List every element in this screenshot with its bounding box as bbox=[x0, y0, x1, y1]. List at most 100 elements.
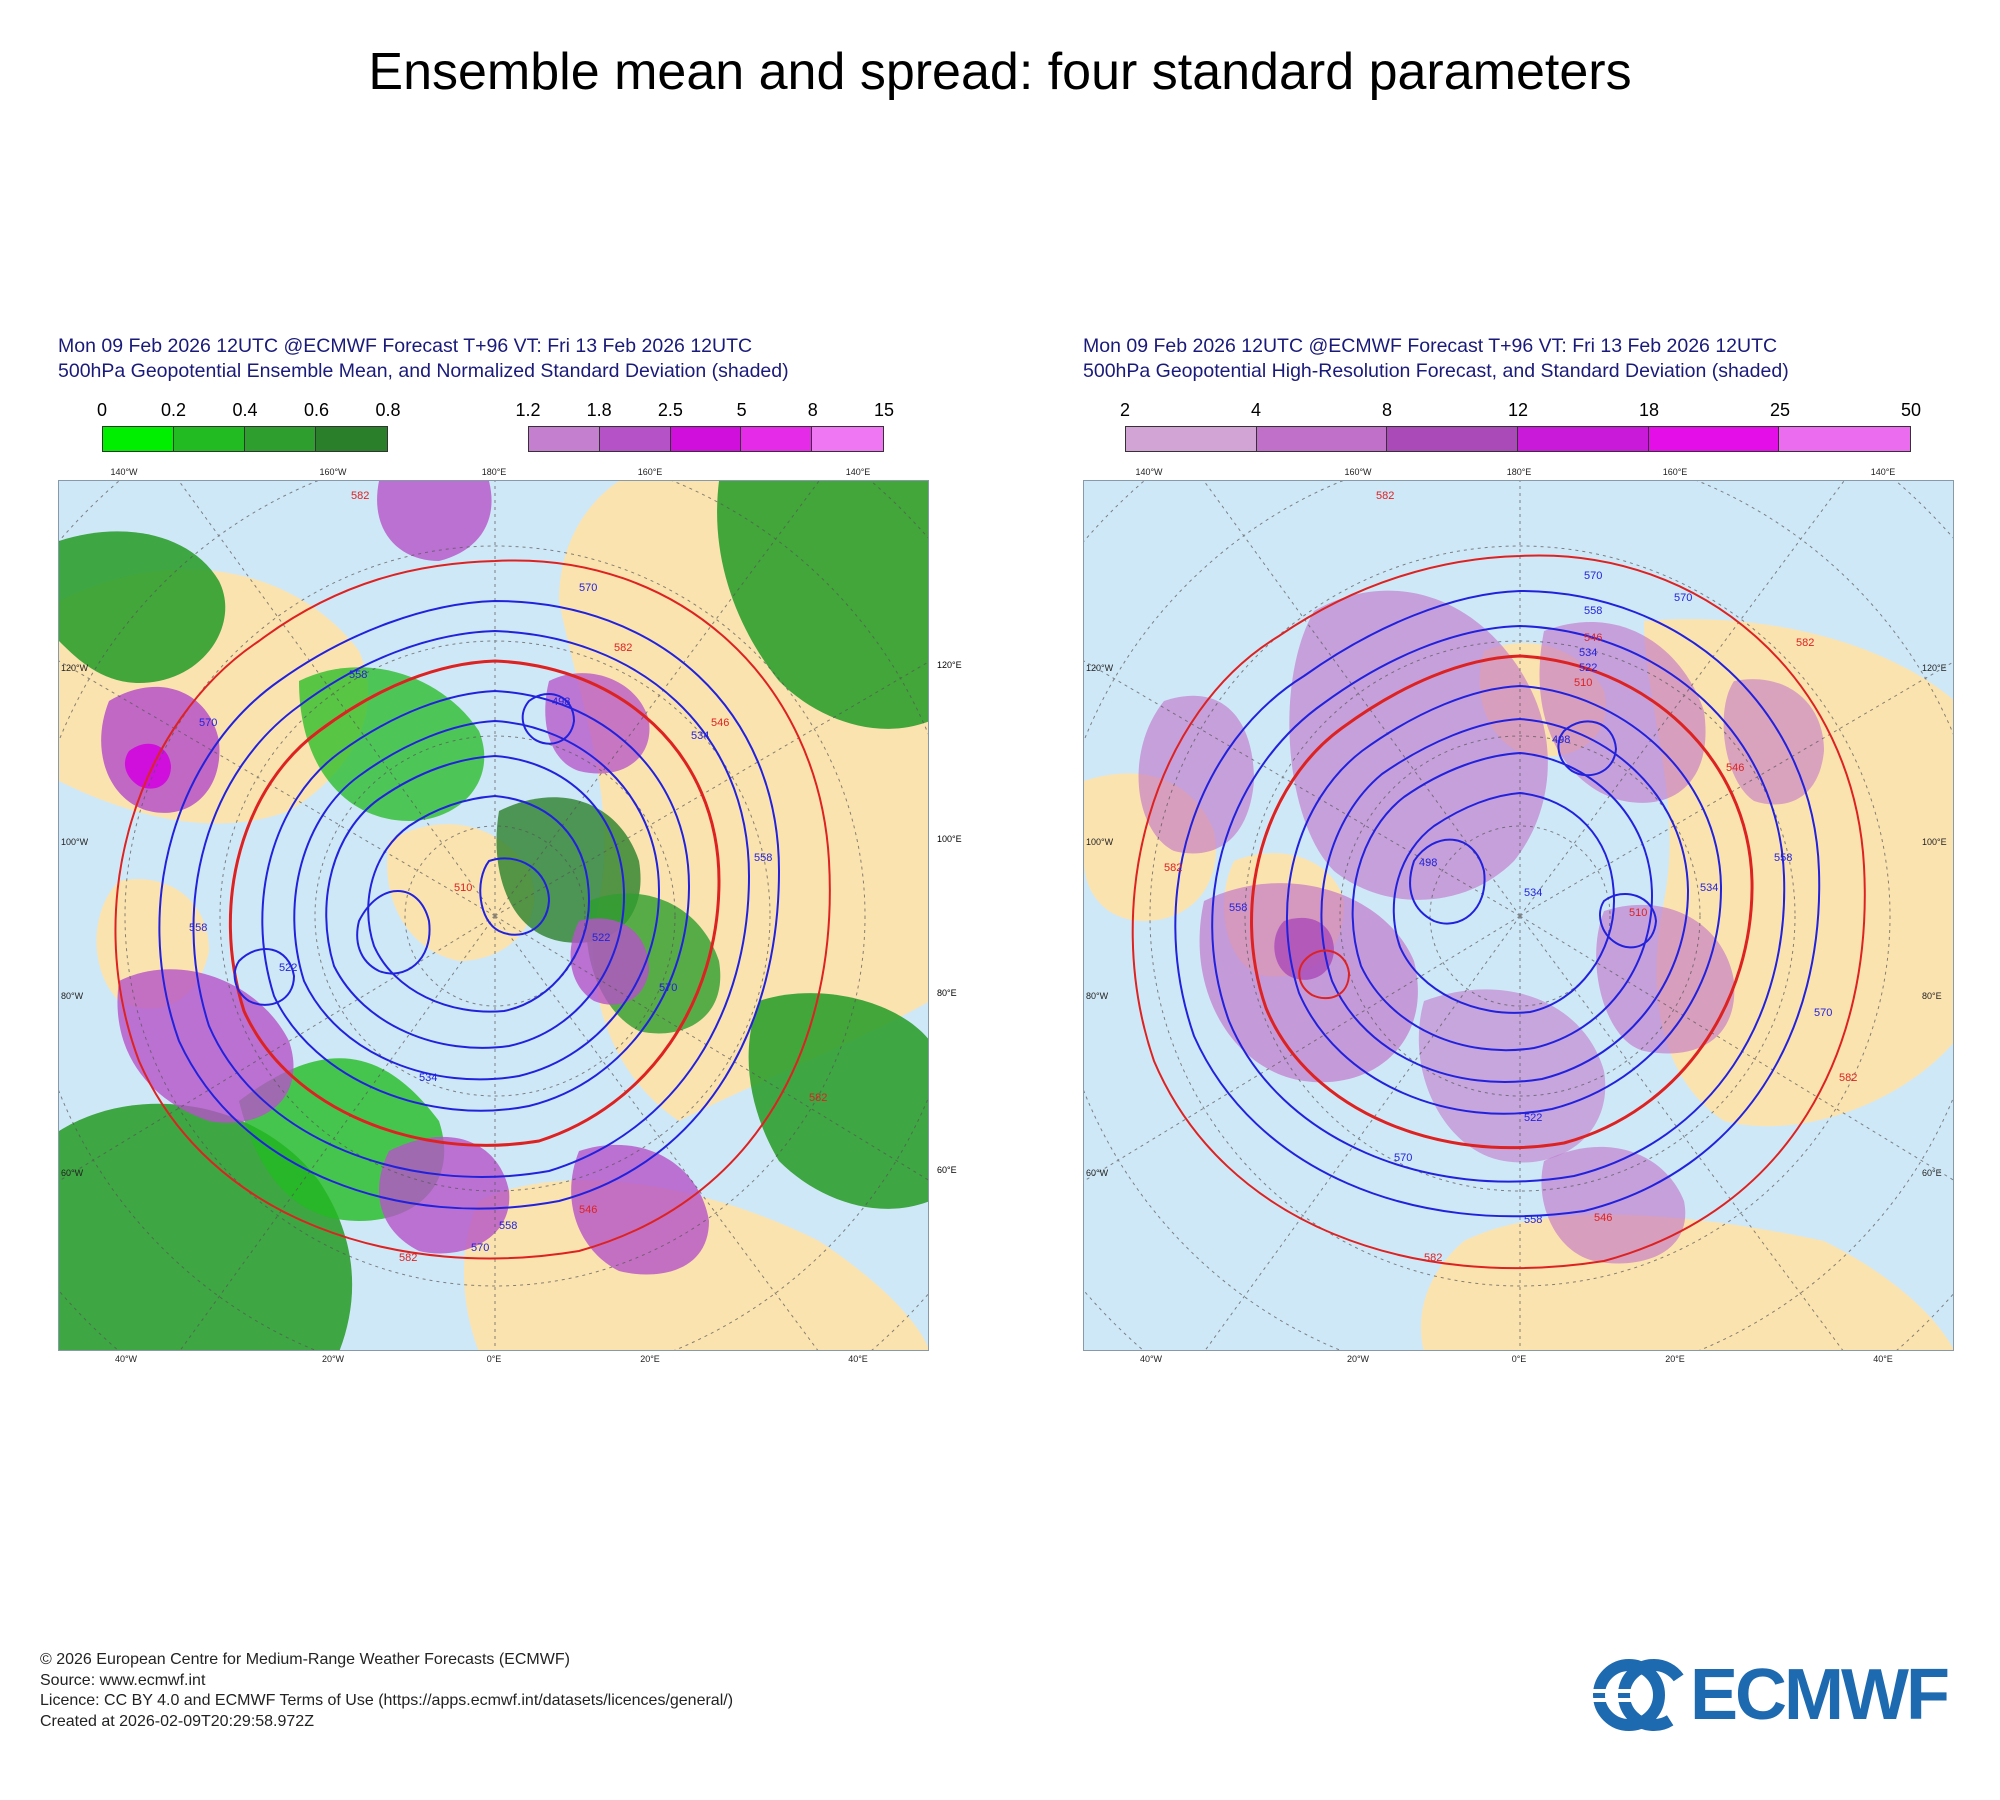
longitude-label: 160°W bbox=[1344, 467, 1372, 477]
longitude-label: 80°W bbox=[61, 991, 84, 1001]
panel-title-line2: 500hPa Geopotential High-Resolution Fore… bbox=[1083, 360, 1789, 382]
longitude-label: 20°W bbox=[1346, 1354, 1370, 1364]
colorbar-box bbox=[812, 427, 883, 451]
colorbar-box bbox=[1256, 427, 1388, 451]
source-text: Source: www.ecmwf.int bbox=[40, 1671, 206, 1689]
created-text: Created at 2026-02-09T20:29:58.972Z bbox=[40, 1712, 314, 1730]
contour-label: 522 bbox=[1524, 1112, 1542, 1124]
longitude-label: 80°E bbox=[937, 988, 957, 998]
contour-label: 570 bbox=[1584, 570, 1602, 582]
contour-label: 558 bbox=[349, 669, 367, 681]
contour-label: 522 bbox=[592, 932, 610, 944]
map-canvas: 582 582 582 582 570 570 570 570 558 558 … bbox=[59, 481, 928, 1350]
contour-label: 546 bbox=[1584, 632, 1602, 644]
contour-label: 582 bbox=[1839, 1072, 1857, 1084]
map-canvas: 582 582 582 582 582 570 570 570 570 558 … bbox=[1084, 481, 1953, 1350]
colorbar-tick: 0.6 bbox=[303, 400, 330, 420]
colorbar-tick: 1.8 bbox=[586, 400, 612, 420]
contour-label: 582 bbox=[1164, 862, 1182, 874]
longitude-label: 60°W bbox=[61, 1168, 84, 1178]
colorbar-tick: 15 bbox=[873, 400, 895, 420]
contour-label: 546 bbox=[579, 1204, 597, 1216]
longitude-label: 40°W bbox=[1139, 1354, 1163, 1364]
colorbar-box bbox=[316, 427, 387, 451]
longitude-label: 100°W bbox=[61, 837, 89, 847]
contour-label: 582 bbox=[399, 1252, 417, 1264]
contour-label: 558 bbox=[754, 852, 772, 864]
longitude-label: 180°E bbox=[1506, 467, 1532, 477]
contour-label: 534 bbox=[1524, 887, 1542, 899]
contour-label: 546 bbox=[711, 717, 729, 729]
panel-title-line1: Mon 09 Feb 2026 12UTC @ECMWF Forecast T+… bbox=[58, 335, 753, 357]
contour-label: 558 bbox=[189, 922, 207, 934]
contour-label: 582 bbox=[351, 490, 369, 502]
longitude-label: 40°E bbox=[1873, 1354, 1893, 1364]
contour-label: 546 bbox=[1594, 1212, 1612, 1224]
panel-title-line1: Mon 09 Feb 2026 12UTC @ECMWF Forecast T+… bbox=[1083, 335, 1778, 357]
longitude-label: 120°W bbox=[1086, 663, 1114, 673]
longitude-label: 160°W bbox=[319, 467, 347, 477]
page-title: Ensemble mean and spread: four standard … bbox=[368, 43, 1632, 101]
longitude-label: 80°W bbox=[1086, 991, 1109, 1001]
colorbar-tick: 5 bbox=[736, 400, 747, 420]
colorbar-box bbox=[1387, 427, 1518, 451]
colorbar-tick: 8 bbox=[807, 400, 818, 420]
contour-label: 522 bbox=[1579, 662, 1597, 674]
colorbar-box bbox=[103, 427, 174, 451]
panel-title-line2: 500hPa Geopotential Ensemble Mean, and N… bbox=[58, 360, 789, 382]
longitude-label: 20°E bbox=[1665, 1354, 1685, 1364]
licence-text: Licence: CC BY 4.0 and ECMWF Terms of Us… bbox=[40, 1692, 734, 1709]
contour-label: 570 bbox=[1394, 1152, 1412, 1164]
colorbar-tick: 4 bbox=[1250, 400, 1262, 420]
contour-label: 510 bbox=[454, 882, 472, 894]
colorbar-tick: 50 bbox=[1900, 400, 1922, 420]
longitude-label: 120°E bbox=[937, 660, 962, 670]
ensemble-mean-map: 582 582 582 582 570 570 570 570 558 558 … bbox=[58, 480, 929, 1351]
longitude-label: 40°E bbox=[848, 1354, 868, 1364]
colorbar-box bbox=[245, 427, 316, 451]
longitude-label: 140°W bbox=[1135, 467, 1163, 477]
high-resolution-map: 582 582 582 582 582 570 570 570 570 558 … bbox=[1083, 480, 1954, 1351]
colorbar-tick: 25 bbox=[1769, 400, 1790, 420]
colorbar-tick: 0.8 bbox=[375, 400, 401, 420]
contour-label: 558 bbox=[499, 1220, 517, 1232]
contour-label: 534 bbox=[1579, 647, 1597, 659]
contour-label: 570 bbox=[471, 1242, 489, 1254]
longitude-label: 60°E bbox=[1922, 1168, 1942, 1178]
contour-label: 582 bbox=[614, 642, 632, 654]
colorbar-tick: 2.5 bbox=[657, 400, 683, 420]
colorbar-tick: 18 bbox=[1638, 400, 1660, 420]
contour-label: 582 bbox=[809, 1092, 827, 1104]
contour-label: 498 bbox=[1419, 857, 1437, 869]
colorbar-tick: 2 bbox=[1119, 400, 1131, 420]
colorbar-tick: 0.4 bbox=[232, 400, 258, 420]
longitude-label: 160°E bbox=[1662, 467, 1688, 477]
contour-label: 570 bbox=[1814, 1007, 1832, 1019]
colorbar-box bbox=[529, 427, 600, 451]
longitude-label: 100°E bbox=[937, 834, 962, 844]
contour-label: 570 bbox=[199, 717, 217, 729]
contour-label: 582 bbox=[1424, 1252, 1442, 1264]
colorbar-box bbox=[599, 427, 671, 451]
longitude-label: 80°E bbox=[1922, 991, 1942, 1001]
longitude-label: 20°W bbox=[321, 1354, 345, 1364]
colorbar-box bbox=[670, 427, 742, 451]
high-resolution-panel: Mon 09 Feb 2026 12UTC @ECMWF Forecast T+… bbox=[1083, 330, 1963, 1370]
contour-label: 570 bbox=[659, 982, 677, 994]
contour-label: 534 bbox=[419, 1072, 437, 1084]
contour-label: 582 bbox=[1376, 490, 1394, 502]
logo-text: ECMWF bbox=[1690, 1655, 1950, 1735]
longitude-label: 40°W bbox=[114, 1354, 138, 1364]
contour-label: 570 bbox=[579, 582, 597, 594]
longitude-label: 60°E bbox=[937, 1165, 957, 1175]
contour-label: 558 bbox=[1524, 1214, 1542, 1226]
contour-label: 522 bbox=[279, 962, 297, 974]
colorbar-box bbox=[174, 427, 245, 451]
copyright-text: © 2026 European Centre for Medium-Range … bbox=[40, 1651, 570, 1668]
longitude-label: 140°W bbox=[110, 467, 138, 477]
longitude-label: 0°E bbox=[486, 1354, 502, 1364]
longitude-label: 140°E bbox=[1870, 467, 1896, 477]
longitude-label: 120°E bbox=[1922, 663, 1947, 673]
longitude-label: 180°E bbox=[481, 467, 507, 477]
longitude-label: 100°E bbox=[1922, 837, 1947, 847]
